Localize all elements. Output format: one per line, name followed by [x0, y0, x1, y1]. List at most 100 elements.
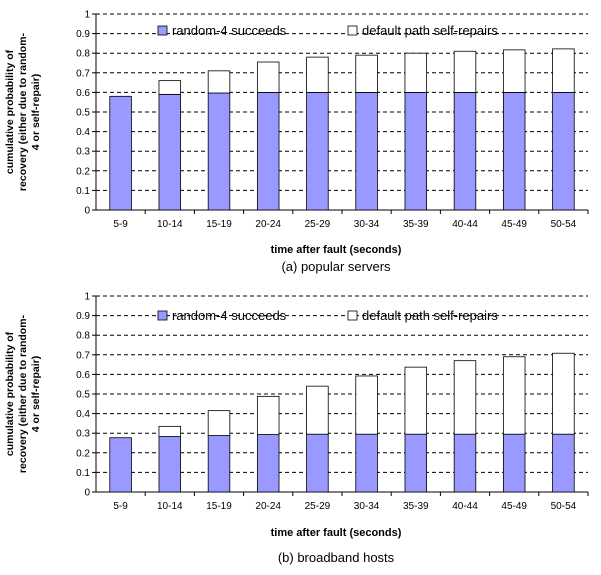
legend-label: random-4 succeeds: [172, 23, 287, 38]
bar-self-repair: [256, 61, 280, 93]
y-tick-label: 0.1: [76, 468, 90, 479]
y-tick-label: 1: [84, 10, 90, 21]
bar-random4: [404, 433, 428, 493]
x-tick-label: 15-19: [206, 219, 232, 230]
y-axis-label-line: recovery (either due to random-: [17, 314, 29, 473]
bar-self-repair: [158, 425, 182, 437]
x-tick-label: 25-29: [305, 219, 331, 230]
x-tick-label: 45-49: [501, 219, 527, 230]
bar-random4: [158, 436, 182, 493]
x-tick-label: 50-54: [551, 219, 577, 230]
bar-self-repair: [256, 395, 280, 435]
bar-self-repair: [306, 56, 329, 93]
y-tick-label: 0.9: [76, 311, 90, 322]
bar-random4: [404, 92, 428, 211]
chart-panel-a: 0 0.1 0.2 0.3 0.4 0.5 0.6 0.7 0.8 0.9 1 5-9 10-14 15-…: [4, 10, 589, 274]
legend-label: default path self-repairs: [362, 23, 498, 38]
legend-swatch: [157, 310, 168, 321]
x-tick-label: 50-54: [551, 501, 577, 512]
bar-self-repair: [207, 410, 231, 436]
bar-self-repair: [502, 356, 526, 435]
bar-random4: [502, 92, 526, 211]
x-tick-label: 30-34: [354, 219, 380, 230]
y-tick-label: 0.9: [76, 29, 90, 40]
y-tick-label: 0: [84, 206, 90, 217]
y-tick-label: 0.8: [76, 49, 90, 60]
x-tick-label: 25-29: [305, 501, 331, 512]
bar-self-repair: [306, 385, 329, 435]
y-tick-label: 0.3: [76, 429, 90, 440]
x-tick-label: 5-9: [113, 219, 128, 230]
legend-swatch: [347, 310, 358, 321]
y-axis-label-line: recovery (either due to random-: [17, 32, 29, 191]
bar-random4: [355, 92, 378, 211]
y-axis-label: cumulative probability of recovery (eithe…: [4, 314, 42, 473]
y-tick-label: 0.5: [76, 108, 90, 119]
y-tick-label: 0.7: [76, 68, 90, 79]
chart-panel-b: 0 0.1 0.2 0.3 0.4 0.5 0.6 0.7 0.8 0.9 1 5-9 10-14 15-…: [4, 292, 589, 565]
y-tick-label: 0.4: [76, 409, 90, 420]
y-tick-label: 0.4: [76, 127, 90, 138]
bar-random4: [453, 433, 477, 493]
bar-self-repair: [207, 70, 231, 94]
bar-random4: [552, 433, 575, 493]
y-axis-label-line: cumulative probability of: [4, 49, 16, 174]
y-tick-label: 0.5: [76, 390, 90, 401]
x-tick-label: 10-14: [157, 501, 183, 512]
bar-self-repair: [453, 50, 477, 93]
chart-caption: (a) popular servers: [281, 259, 391, 274]
bar-self-repair: [552, 48, 575, 93]
bar-random4: [109, 95, 132, 211]
bar-random4: [256, 92, 280, 211]
bar-random4: [355, 433, 378, 493]
y-tick-label: 0: [84, 488, 90, 499]
x-tick-label: 30-34: [354, 501, 380, 512]
y-tick-label: 0.1: [76, 186, 90, 197]
legend-label: random-4 succeeds: [172, 308, 287, 323]
bar-random4: [256, 434, 280, 493]
y-tick-label: 0.2: [76, 166, 90, 177]
bar-self-repair: [502, 49, 526, 93]
bar-self-repair: [355, 54, 378, 93]
y-tick-label: 1: [84, 292, 90, 303]
y-axis-label-line: cumulative probability of: [4, 331, 16, 456]
x-axis-label: time after fault (seconds): [271, 244, 402, 256]
y-tick-label: 0.6: [76, 88, 90, 99]
bar-self-repair: [453, 360, 477, 435]
legend-swatch: [347, 25, 358, 36]
x-tick-label: 5-9: [113, 501, 128, 512]
y-axis-label-line: 4 or self-repair): [30, 74, 42, 150]
y-tick-label: 0.2: [76, 448, 90, 459]
bar-self-repair: [404, 52, 428, 93]
bar-random4: [207, 435, 231, 493]
x-tick-label: 40-44: [452, 501, 478, 512]
y-tick-label: 0.3: [76, 147, 90, 158]
x-tick-label: 35-39: [403, 219, 429, 230]
legend: random-4 succeeds default path self-repai…: [157, 23, 498, 38]
legend-swatch: [157, 25, 168, 36]
legend-label: default path self-repairs: [362, 308, 498, 323]
bar-random4: [207, 92, 231, 211]
x-axis-label: time after fault (seconds): [271, 527, 402, 539]
y-tick-label: 0.6: [76, 370, 90, 381]
bar-random4: [552, 92, 575, 211]
x-tick-label: 45-49: [501, 501, 527, 512]
chart-caption: (b) broadband hosts: [278, 550, 395, 565]
bar-random4: [453, 92, 477, 211]
bar-random4: [158, 93, 182, 211]
x-tick-label: 20-24: [255, 219, 281, 230]
y-tick-label: 0.7: [76, 350, 90, 361]
x-tick-label: 35-39: [403, 501, 429, 512]
bar-random4: [306, 92, 329, 211]
x-tick-label: 10-14: [157, 219, 183, 230]
x-tick-label: 15-19: [206, 501, 232, 512]
y-tick-label: 0.8: [76, 331, 90, 342]
x-tick-label: 40-44: [452, 219, 478, 230]
bar-self-repair: [355, 375, 378, 435]
bar-random4: [109, 437, 132, 493]
bar-self-repair: [552, 352, 575, 435]
y-axis-label-line: 4 or self-repair): [30, 356, 42, 432]
y-axis-label: cumulative probability of recovery (eithe…: [4, 32, 42, 191]
bar-random4: [306, 433, 329, 493]
